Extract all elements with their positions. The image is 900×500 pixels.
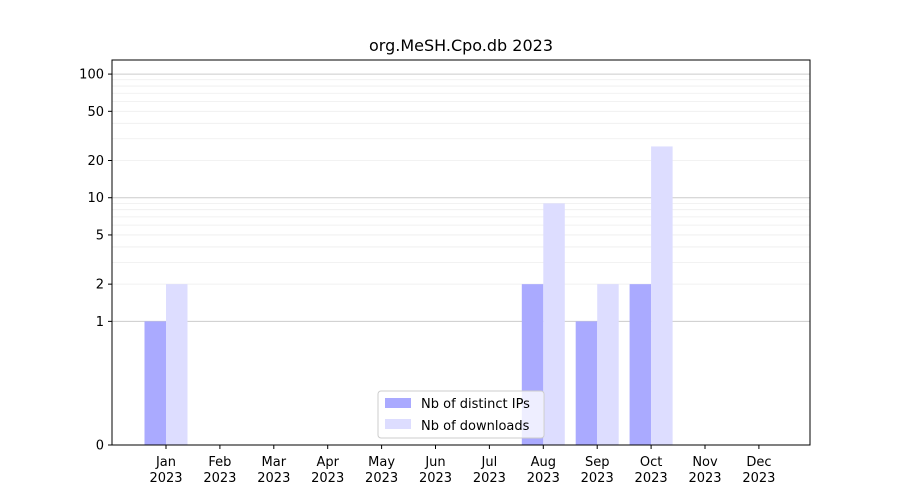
legend-swatch-distinct-ips: [385, 398, 411, 408]
x-tick-label: Dec 2023: [742, 455, 775, 486]
x-tick-label: Aug 2023: [527, 455, 560, 486]
bar-distinct-ips: [144, 321, 166, 445]
x-tick-label: Oct 2023: [635, 455, 668, 486]
chart-title: org.MeSH.Cpo.db 2023: [369, 36, 553, 55]
x-tick-label: Jun 2023: [419, 455, 452, 486]
x-tick-label: Jan 2023: [149, 455, 182, 486]
y-tick-label: 1: [96, 315, 104, 330]
x-tick-label: Feb 2023: [203, 455, 236, 486]
y-axis: 0 1 2 5 10 20 50 100: [79, 68, 112, 454]
x-tick-label: May 2023: [365, 455, 398, 486]
legend-frame: [377, 390, 545, 439]
bar-downloads: [651, 146, 673, 445]
bar-downloads: [166, 284, 188, 445]
x-tick-label: Nov 2023: [688, 455, 721, 486]
grid-lines: [112, 73, 810, 322]
plot-frame: [111, 59, 811, 446]
x-tick-label: Jul 2023: [473, 455, 506, 486]
x-axis: Jan 2023 Feb 2023 Mar 2023 Apr 2023 May 2023 Jun 20…: [149, 445, 775, 486]
x-tick-label: Sep 2023: [581, 455, 614, 486]
legend-label-downloads: Nb of downloads: [421, 419, 530, 434]
bar-distinct-ips: [575, 321, 598, 445]
bar-distinct-ips: [629, 284, 652, 445]
y-tick-label: 50: [87, 105, 104, 120]
x-tick-label: Apr 2023: [311, 455, 344, 486]
y-tick-label: 100: [79, 68, 104, 83]
y-tick-label: 2: [96, 278, 104, 293]
y-tick-label: 0: [96, 439, 104, 454]
legend-label-distinct-ips: Nb of distinct IPs: [421, 397, 530, 412]
y-tick-label: 20: [87, 154, 104, 169]
bar-downloads: [597, 284, 619, 445]
bar-downloads: [543, 203, 565, 445]
legend: Nb of distinct IPs Nb of downloads: [377, 390, 545, 439]
x-tick-label: Mar 2023: [257, 455, 290, 486]
y-tick-label: 10: [87, 191, 104, 206]
y-tick-label: 5: [96, 228, 104, 243]
legend-swatch-downloads: [385, 419, 411, 429]
